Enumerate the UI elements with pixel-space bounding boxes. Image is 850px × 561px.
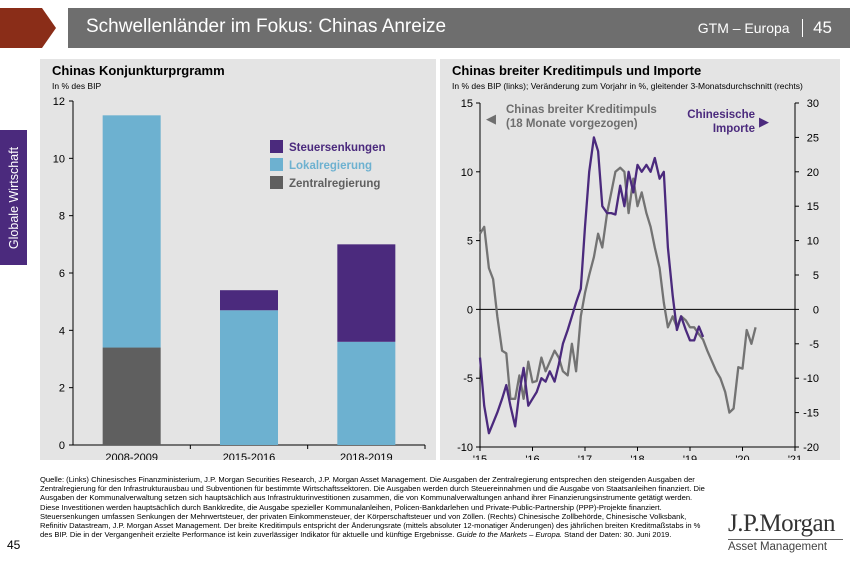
y-tick-label: 12 (53, 96, 65, 108)
right-axis-arrow: ▶ (759, 114, 769, 129)
stacked-bar-chart: 0 2 4 6 8 10 12 2008-2009 2015-2016 2018-2019 Steu… (53, 96, 426, 460)
y-tick-label: 10 (53, 153, 65, 165)
y-tick-label: 4 (59, 325, 65, 337)
left-y-tick-label: 5 (467, 236, 473, 248)
left-y-tick-label: 0 (467, 304, 473, 316)
x-tick-label: '21 (788, 454, 802, 460)
right-y-tick-label: 0 (813, 304, 819, 316)
imports-label: Chinesische (687, 109, 755, 121)
x-tick-label: '18 (630, 454, 644, 460)
page-title: Schwellenländer im Fokus: Chinas Anreize (86, 16, 447, 37)
right-y-tick-label: 5 (813, 270, 819, 282)
section-tab: Globale Wirtschaft (0, 130, 27, 265)
x-tick-label: '15 (473, 454, 487, 460)
x-tick-label: 2008-2009 (105, 452, 158, 460)
right-y-tick-label: 30 (807, 98, 819, 110)
bar-segment (102, 115, 161, 348)
left-y-tick-label: 10 (461, 167, 473, 179)
footnote-text: Quelle: (Links) Chinesisches Finanzminis… (40, 475, 705, 540)
line-chart: -10 -5 0 5 10 15 -20 -15 -10 -5 0 5 10 15 20 25 30 '15 '16… (457, 98, 819, 460)
x-tick-label: '16 (525, 454, 539, 460)
legend-label: Zentralregierung (289, 178, 380, 190)
left-chart-title: Chinas Konjunkturprgramm (52, 63, 225, 78)
left-y-tick-label: -10 (457, 442, 473, 454)
credit-impulse-label: (18 Monate vorgezogen) (506, 118, 638, 130)
header-divider (801, 19, 804, 37)
series-label: GTM – Europa (697, 20, 790, 36)
x-tick-label: 2018-2019 (340, 452, 393, 460)
legend-label: Steuersenkungen (289, 142, 386, 154)
jpmorgan-logo: J.P.Morgan Asset Management (728, 510, 843, 553)
footnote-tail: Stand der Daten: 30. Juni 2019. (564, 530, 672, 540)
right-chart-title: Chinas breiter Kreditimpuls und Importe (452, 63, 702, 78)
bar-segment (337, 244, 396, 342)
footnote-italic: Guide to the Markets – Europa. (456, 530, 563, 540)
y-tick-label: 2 (59, 383, 65, 395)
y-tick-label: 8 (59, 211, 65, 223)
left-chart-panel: Chinas Konjunkturprgramm In % des BIP 0 2… (40, 59, 436, 460)
header-meta: GTM – Europa 45 (698, 18, 832, 38)
right-y-tick-label: 20 (807, 167, 819, 179)
section-tab-label: Globale Wirtschaft (6, 146, 21, 249)
logo-name: J.P.Morgan (728, 510, 836, 537)
header-accent (0, 8, 56, 48)
legend-swatch (270, 140, 283, 153)
right-chart-panel: Chinas breiter Kreditimpuls und Importe … (440, 59, 840, 460)
x-tick-label: '17 (578, 454, 592, 460)
imports-label: Importe (713, 123, 755, 135)
y-tick-label: 6 (59, 268, 65, 280)
left-chart-subtitle: In % des BIP (52, 81, 102, 91)
header-band (68, 8, 850, 48)
y-tick-label: 0 (59, 440, 65, 452)
bar-segment (220, 290, 278, 311)
right-chart-subtitle: In % des BIP (links); Veränderung zum Vo… (452, 81, 803, 91)
footnote: Quelle: (Links) Chinesisches Finanzminis… (40, 475, 705, 539)
logo-tagline: Asset Management (728, 539, 843, 553)
right-y-tick-label: -20 (803, 442, 819, 454)
imports-line (478, 136, 705, 435)
right-y-tick-label: -5 (809, 339, 819, 351)
bar-segment (220, 310, 278, 445)
right-y-tick-label: -15 (803, 408, 819, 420)
left-y-tick-label: -5 (463, 373, 473, 385)
bar-segment (337, 341, 396, 445)
right-y-tick-label: 15 (807, 201, 819, 213)
left-y-tick-label: 15 (461, 98, 473, 110)
credit-impulse-label: Chinas breiter Kreditimpuls (506, 104, 657, 116)
right-y-tick-label: -10 (803, 373, 819, 385)
header-page-number: 45 (813, 18, 832, 37)
x-tick-label: 2015-2016 (223, 452, 276, 460)
legend-label: Lokalregierung (289, 160, 372, 172)
right-y-tick-label: 25 (807, 132, 819, 144)
legend-swatch (270, 176, 283, 189)
header-banner: Schwellenländer im Fokus: Chinas Anreize… (0, 8, 850, 48)
right-y-tick-label: 10 (807, 236, 819, 248)
x-tick-label: '19 (683, 454, 697, 460)
legend-swatch (270, 158, 283, 171)
bar-segment (102, 347, 161, 445)
left-axis-arrow: ◀ (486, 111, 496, 126)
page-number: 45 (7, 538, 21, 552)
x-tick-label: '20 (735, 454, 749, 460)
